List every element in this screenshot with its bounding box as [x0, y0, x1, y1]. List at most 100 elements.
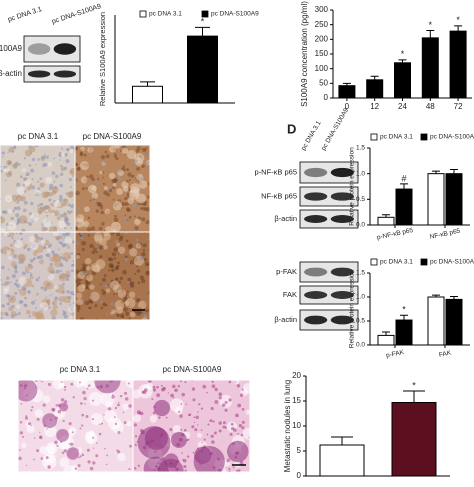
cell — [72, 302, 75, 305]
cell — [18, 300, 23, 305]
cell — [224, 400, 228, 404]
cell — [211, 380, 214, 383]
legend-swatch — [370, 133, 378, 141]
cell — [134, 229, 137, 232]
cell — [91, 399, 95, 402]
cell — [102, 182, 106, 186]
cell — [42, 218, 52, 228]
cell — [133, 210, 137, 213]
cell — [172, 425, 182, 434]
cell — [211, 384, 216, 388]
cell — [129, 260, 134, 265]
cell — [66, 245, 70, 249]
cell — [103, 161, 106, 164]
cell — [50, 202, 54, 206]
cell — [49, 262, 54, 267]
cell — [136, 269, 141, 273]
cell — [234, 381, 236, 383]
cell — [79, 381, 81, 384]
cell — [12, 254, 18, 259]
cell — [94, 304, 98, 308]
cell — [18, 260, 22, 264]
error-bar — [331, 436, 353, 445]
cell — [81, 424, 84, 427]
y-tick-label: 1.0 — [356, 170, 365, 177]
cell — [44, 191, 51, 198]
cell — [74, 380, 85, 388]
cell — [46, 281, 54, 290]
cell — [99, 423, 101, 426]
cell — [28, 235, 36, 243]
cell — [89, 199, 92, 202]
cell — [122, 411, 125, 414]
cell — [135, 243, 142, 249]
cell — [58, 197, 63, 202]
cell — [16, 284, 20, 288]
cell — [141, 252, 146, 257]
cell — [116, 449, 119, 452]
cell — [8, 256, 12, 260]
cell — [46, 442, 58, 455]
cell — [196, 432, 202, 438]
lane-label: pc DNA 3.1 — [7, 6, 43, 24]
band — [304, 192, 328, 201]
cell — [95, 209, 99, 213]
error-bar — [400, 314, 408, 321]
cell — [8, 146, 15, 153]
cell — [72, 146, 75, 151]
band — [330, 215, 354, 223]
cell — [165, 416, 168, 419]
cell — [6, 249, 12, 255]
cell — [67, 218, 70, 221]
cell — [47, 155, 49, 157]
cell — [113, 293, 116, 296]
cell — [221, 403, 226, 408]
cell — [42, 204, 51, 214]
cell — [123, 421, 127, 425]
legend-label: pc DNA 3.1 — [380, 134, 413, 141]
cell — [118, 213, 121, 215]
cell — [60, 166, 66, 172]
cell — [52, 300, 57, 305]
cell — [40, 239, 46, 245]
band — [304, 167, 328, 178]
cell — [230, 422, 234, 426]
cell — [11, 237, 14, 240]
cell — [17, 288, 20, 291]
cell — [61, 147, 64, 150]
cell — [235, 413, 239, 418]
cell — [10, 311, 17, 317]
cell — [144, 261, 150, 267]
cell — [8, 295, 16, 304]
cell — [172, 384, 176, 389]
cell — [108, 172, 116, 179]
cell — [16, 304, 21, 309]
legend-swatch — [420, 258, 428, 266]
cell — [54, 285, 59, 290]
cell — [71, 269, 74, 273]
cell — [29, 259, 34, 263]
cell — [21, 271, 26, 276]
cell — [16, 206, 21, 211]
cell — [145, 220, 150, 225]
cell — [72, 293, 75, 296]
cell — [107, 416, 121, 430]
cell — [122, 186, 129, 192]
cell — [100, 155, 106, 160]
cell — [47, 248, 51, 253]
cell — [82, 390, 86, 395]
cell — [96, 182, 100, 186]
cell — [63, 385, 67, 389]
cell — [170, 431, 187, 448]
cell — [98, 245, 104, 250]
cell — [29, 201, 34, 206]
band — [304, 215, 328, 223]
cell — [45, 209, 49, 213]
y-axis-title: Relative protein expression — [349, 147, 356, 226]
cell — [113, 257, 117, 260]
cell — [61, 273, 66, 277]
cell — [134, 435, 138, 438]
cell — [90, 226, 96, 231]
cell — [76, 241, 80, 245]
cell — [31, 310, 37, 317]
